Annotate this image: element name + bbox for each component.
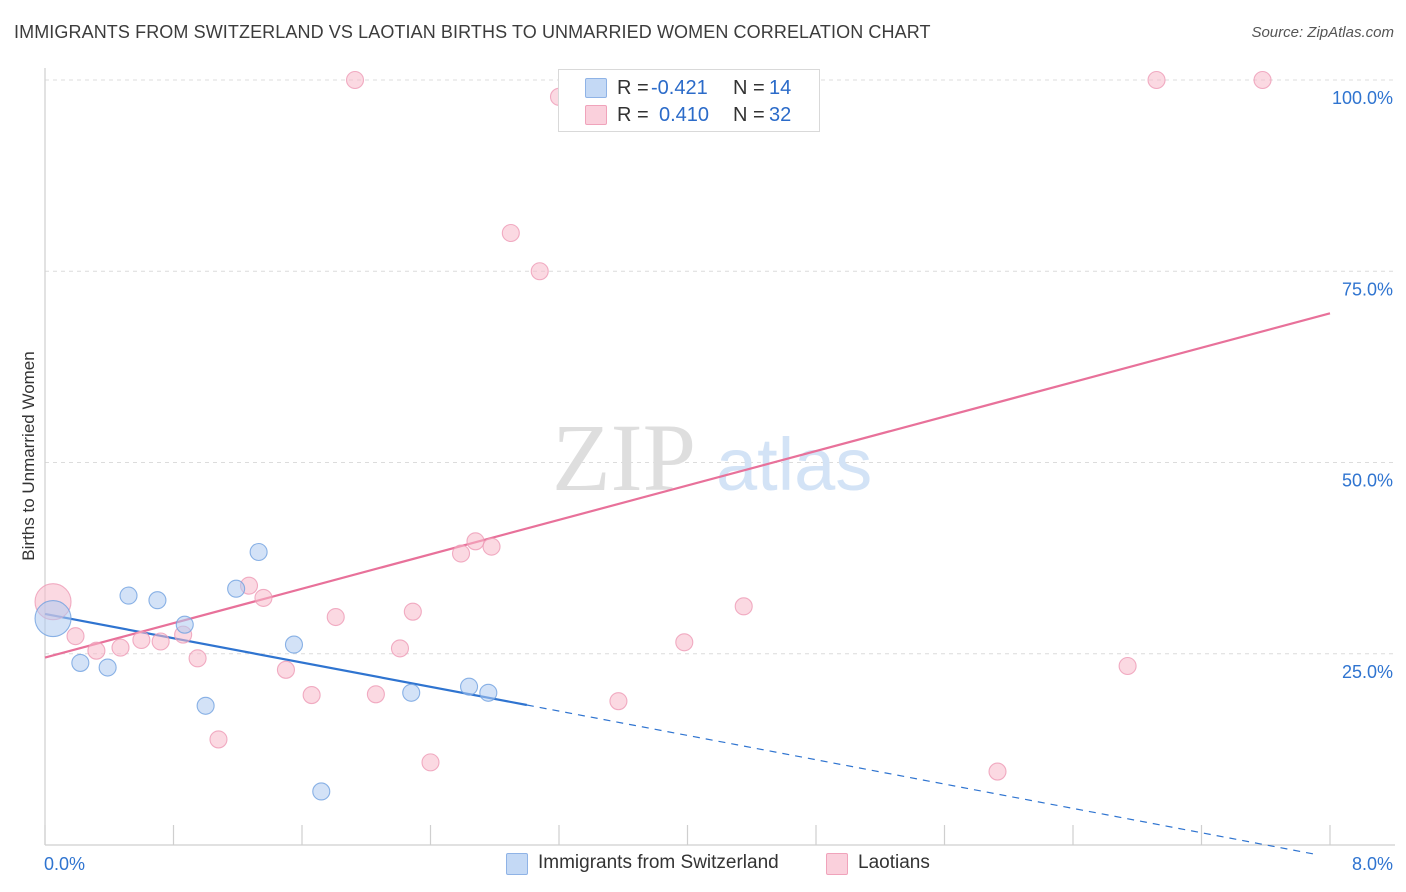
tick-labels: 25.0% 50.0% 75.0% 100.0% 0.0% 8.0% (44, 88, 1393, 874)
stats-swatch-laotians (585, 105, 607, 125)
point-laotians (609, 692, 628, 711)
point-switzerland (479, 683, 498, 702)
trend-line-laotians (44, 312, 1331, 659)
stats-swatch-switzerland (585, 78, 607, 98)
y-tick-label: 25.0% (1342, 662, 1393, 682)
point-laotians (988, 762, 1007, 781)
point-laotians (209, 730, 228, 749)
point-laotians (302, 686, 321, 705)
grid-lines (45, 79, 1395, 655)
stats-r-value: 0.410 (659, 104, 710, 126)
point-switzerland (227, 579, 246, 598)
stats-r-value: -0.421 (651, 77, 708, 99)
axes (44, 68, 1395, 846)
stats-row-laotians: R = 0.410 N = 32 (559, 102, 819, 128)
point-laotians (66, 627, 85, 646)
legend-label-switzerland: Immigrants from Switzerland (538, 852, 779, 873)
stats-row-switzerland: R = -0.421 N = 14 (559, 75, 819, 101)
point-switzerland (402, 683, 421, 702)
point-laotians (482, 537, 501, 556)
point-laotians (132, 630, 151, 650)
point-switzerland (98, 658, 117, 677)
y-tick-label: 100.0% (1332, 88, 1393, 108)
point-switzerland (148, 591, 167, 610)
point-switzerland (196, 696, 215, 715)
x-tick-label: 8.0% (1352, 854, 1393, 874)
point-laotians (1147, 70, 1166, 90)
point-switzerland (249, 542, 268, 562)
source-credit: Source: ZipAtlas.com (1251, 24, 1394, 41)
point-laotians (451, 544, 471, 563)
point-laotians (501, 223, 520, 243)
legend-swatch-laotians (826, 853, 848, 875)
point-switzerland (71, 653, 90, 672)
stats-n-label: N = (733, 77, 765, 99)
y-axis-label: Births to Unmarried Women (19, 351, 38, 560)
point-laotians (188, 649, 207, 668)
watermark: ZIP atlas (552, 404, 872, 511)
stats-n-label: N = (733, 104, 765, 126)
point-laotians (151, 632, 170, 651)
point-laotians (345, 70, 365, 90)
point-laotians (254, 588, 273, 607)
trend-line-switzerland-extension (526, 704, 1319, 856)
point-laotians (366, 685, 385, 704)
y-tick-label: 75.0% (1342, 279, 1393, 299)
point-switzerland (312, 782, 331, 801)
trend-line-switzerland (44, 612, 528, 707)
point-laotians (466, 532, 485, 551)
point-switzerland (284, 635, 304, 654)
point-laotians (87, 641, 106, 660)
point-laotians (530, 262, 549, 281)
stats-r-label: R = (617, 104, 649, 126)
point-switzerland (175, 615, 194, 634)
point-switzerland (119, 586, 138, 605)
x-tick-label: 0.0% (44, 854, 85, 874)
point-switzerland (34, 600, 72, 638)
y-tick-label: 50.0% (1342, 471, 1393, 491)
point-laotians (1118, 656, 1137, 676)
legend-label-laotians: Laotians (858, 852, 930, 873)
watermark-zip: ZIP (552, 404, 696, 511)
legend-swatch-switzerland (506, 853, 528, 875)
point-laotians (326, 607, 345, 627)
watermark-atlas: atlas (716, 423, 872, 506)
stats-r-label: R = (617, 77, 649, 99)
stats-n-value: 14 (769, 77, 792, 99)
point-laotians (675, 633, 694, 652)
stats-n-value: 32 (769, 104, 792, 126)
data-points (34, 70, 1272, 801)
chart-title: IMMIGRANTS FROM SWITZERLAND VS LAOTIAN B… (14, 22, 931, 42)
point-laotians (403, 602, 422, 621)
point-laotians (734, 597, 753, 616)
point-laotians (421, 753, 440, 772)
point-laotians (390, 639, 410, 658)
point-laotians (1253, 70, 1272, 90)
point-laotians (276, 660, 295, 679)
point-switzerland (459, 677, 479, 696)
correlation-stats-box: R = -0.421 N = 14 R = 0.410 N = 32 (558, 69, 820, 132)
point-laotians (111, 638, 130, 657)
